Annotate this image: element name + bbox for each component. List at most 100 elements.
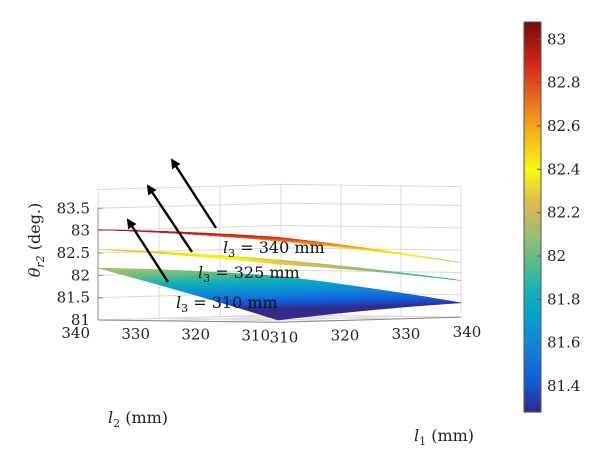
colorbar-cell [524, 321, 541, 325]
annotation-arrow [170, 158, 218, 229]
colorbar-cell [524, 282, 541, 286]
colorbar-cell [524, 145, 541, 150]
axes-front-lines [97, 208, 462, 323]
colorbar-cell [524, 405, 541, 410]
colorbar-cell [524, 38, 541, 43]
colorbar-cell [524, 83, 541, 88]
colorbar-cell [524, 278, 541, 283]
colorbar-cell [524, 353, 541, 358]
colorbar-cell [524, 265, 541, 270]
colorbar-cell [524, 197, 541, 202]
colorbar-cell [524, 366, 541, 371]
colorbar-cell [524, 256, 541, 260]
colorbar-cell [524, 44, 541, 49]
surface-l3-340 [97, 229, 462, 263]
colorbar-cell [524, 262, 541, 267]
colorbar-cell [524, 129, 541, 134]
z-tick-label: 81 [71, 311, 90, 329]
annotation-l3-325: l3 = 325 mm [198, 263, 300, 285]
colorbar-tick-label: 81.8 [547, 290, 580, 308]
surface-patch [273, 259, 289, 262]
z-axis-label: θr2 (deg.) [25, 203, 47, 278]
colorbar-cell [524, 25, 541, 30]
colorbar-cell [524, 187, 541, 192]
y-tick-label: 320 [181, 326, 210, 344]
colorbar-cell [524, 285, 541, 290]
surface-l3-310 [97, 267, 462, 321]
colorbar-cell [524, 165, 541, 169]
colorbar-cell [524, 210, 541, 215]
colorbar-cell [524, 155, 541, 160]
colorbar-cell [524, 113, 541, 117]
colorbar-cell [524, 252, 541, 257]
z-tick-label: 81.5 [57, 289, 90, 307]
z-gridline [97, 224, 462, 232]
colorbar-cell [524, 77, 541, 82]
colorbar-cell [524, 340, 541, 345]
x-tick-label: 310 [270, 328, 299, 346]
colorbar-cell [524, 213, 541, 218]
annotation-arrow [126, 218, 170, 283]
colorbar-cell [524, 191, 541, 195]
colorbar-cell [524, 269, 541, 273]
annotations: l3 = 340 mm l3 = 325 mm l3 = 310 mm [176, 238, 325, 315]
colorbar-cell [524, 376, 541, 381]
colorbar-cell [524, 337, 541, 342]
colorbar-cell [524, 178, 541, 182]
colorbar-cell [524, 96, 541, 101]
colorbar-cell [524, 288, 541, 293]
colorbar-cell [524, 80, 541, 85]
colorbar-cell [524, 194, 541, 199]
colorbar-cell [524, 132, 541, 137]
colorbar-cell [524, 334, 541, 338]
colorbar-cell [524, 230, 541, 234]
colorbar-cell [524, 226, 541, 231]
surface-l3-325 [97, 249, 462, 281]
x-tick-label: 340 [453, 323, 482, 341]
colorbar-cell [524, 158, 541, 163]
colorbar-cell [524, 356, 541, 361]
colorbar-cell [524, 103, 541, 108]
colorbar-tick-label: 83 [547, 30, 566, 48]
colorbar-cell [524, 67, 541, 72]
colorbar-cell [524, 126, 541, 130]
colorbar-cell [524, 233, 541, 238]
colorbar-cell [524, 246, 541, 251]
colorbar-tick-label: 82.6 [547, 117, 580, 135]
colorbar-cell [524, 61, 541, 65]
colorbar-cell [524, 373, 541, 377]
colorbar-cell [524, 402, 541, 407]
colorbar-cell [524, 161, 541, 166]
colorbar-cell [524, 395, 541, 400]
colorbar-cell [524, 93, 541, 98]
colorbar-cell [524, 347, 541, 351]
colorbar-cell [524, 308, 541, 312]
surface-patch [273, 240, 289, 243]
z-tick-label: 83 [71, 222, 90, 240]
colorbar-cell [524, 327, 541, 332]
colorbar-cell [524, 291, 541, 296]
axis-ticks: 81 81.5 82 82.5 83 83.5 310 320 330 340 310 320 330 3… [57, 199, 482, 346]
colorbar-cell [524, 223, 541, 228]
colorbar-frame [523, 21, 542, 413]
colorbar-cell [524, 314, 541, 319]
colorbar-cell [524, 295, 541, 299]
colorbar-cell [524, 220, 541, 225]
x-tick-label: 330 [392, 325, 421, 343]
y-gridline [157, 185, 342, 322]
colorbar-cell [524, 122, 541, 127]
colorbar-cell [524, 51, 541, 56]
colorbar-cell [524, 408, 541, 413]
colorbar-cell [524, 399, 541, 403]
z-gridline [97, 202, 462, 209]
colorbar-cell [524, 181, 541, 186]
z-tick-label: 83.5 [57, 199, 90, 217]
colorbar-cell [524, 272, 541, 277]
colorbar-cell [524, 350, 541, 355]
colorbar: 81.4 81.6 81.8 82 82.2 82.4 82.6 82.8 83 [523, 21, 580, 413]
colorbar-cell [524, 369, 541, 374]
colorbar-cell [524, 392, 541, 397]
colorbar-cell [524, 304, 541, 309]
colorbar-cell [524, 382, 541, 387]
